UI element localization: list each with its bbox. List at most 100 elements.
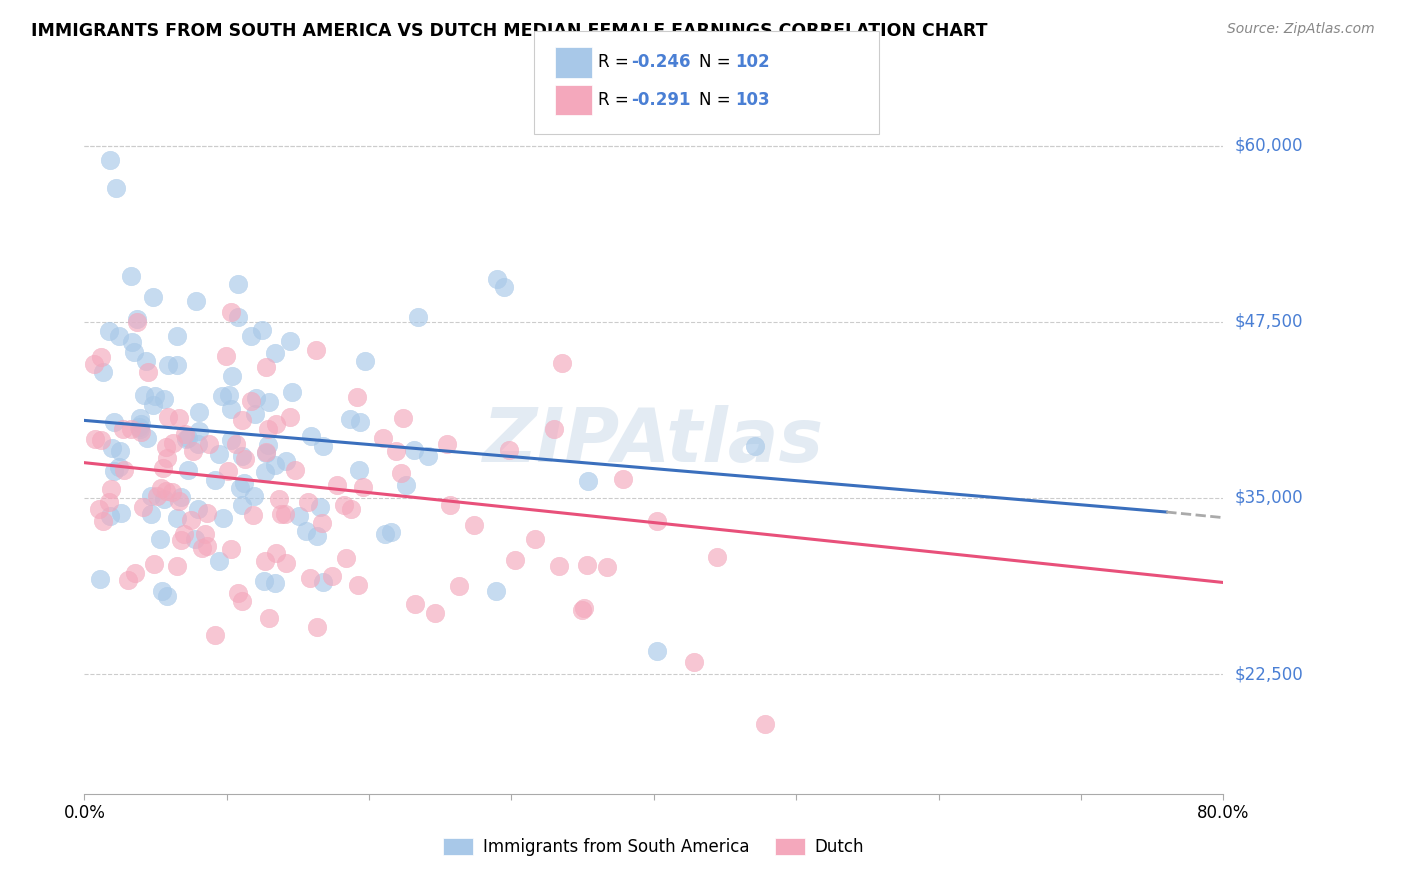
Point: [89, 501, 111, 516]
Point: [152, 392, 174, 406]
Point: [152, 461, 174, 475]
Text: R =: R =: [598, 54, 634, 71]
Point: [219, 305, 242, 319]
Point: [134, 388, 156, 402]
Point: [162, 436, 184, 450]
Point: [543, 422, 565, 436]
Point: [217, 464, 239, 478]
Point: [90, 433, 112, 447]
Point: [402, 443, 425, 458]
Point: [155, 483, 177, 498]
Point: [170, 533, 193, 548]
Point: [250, 323, 273, 337]
Point: [297, 494, 319, 508]
Point: [353, 353, 375, 368]
Point: [574, 600, 596, 615]
Point: [149, 533, 172, 547]
Point: [143, 389, 166, 403]
Point: [184, 533, 207, 547]
Point: [124, 566, 146, 581]
Point: [305, 343, 328, 357]
Point: [346, 390, 368, 404]
Point: [307, 529, 329, 543]
Point: [218, 388, 240, 402]
Point: [221, 433, 243, 447]
Point: [177, 463, 200, 477]
Point: [257, 610, 280, 624]
Point: [340, 501, 363, 516]
Point: [284, 463, 307, 477]
Point: [576, 558, 599, 573]
Legend: Immigrants from South America, Dutch: Immigrants from South America, Dutch: [437, 831, 870, 863]
Point: [548, 559, 571, 574]
Text: $35,000: $35,000: [1234, 489, 1303, 507]
Point: [131, 500, 153, 514]
Point: [257, 395, 280, 409]
Point: [162, 485, 184, 500]
Point: [166, 511, 188, 525]
Text: $60,000: $60,000: [1234, 136, 1303, 154]
Point: [231, 449, 253, 463]
Point: [121, 335, 143, 350]
Point: [395, 477, 418, 491]
Point: [706, 549, 728, 564]
Point: [142, 290, 165, 304]
Point: [274, 453, 297, 467]
Point: [254, 446, 277, 460]
Point: [391, 410, 413, 425]
Text: N =: N =: [699, 91, 735, 109]
Point: [166, 558, 188, 573]
Point: [311, 516, 333, 531]
Point: [169, 490, 191, 504]
Point: [264, 417, 287, 431]
Point: [180, 513, 202, 527]
Point: [645, 514, 668, 528]
Point: [186, 293, 208, 308]
Point: [219, 541, 242, 556]
Point: [194, 527, 217, 541]
Point: [153, 492, 176, 507]
Point: [166, 328, 188, 343]
Point: [389, 467, 412, 481]
Point: [281, 385, 304, 400]
Point: [232, 476, 254, 491]
Point: [101, 441, 124, 455]
Point: [156, 590, 179, 604]
Point: [571, 603, 593, 617]
Point: [278, 410, 301, 425]
Point: [263, 576, 285, 591]
Point: [204, 628, 226, 642]
Point: [339, 411, 361, 425]
Point: [270, 508, 292, 522]
Point: [332, 498, 354, 512]
Point: [498, 443, 520, 458]
Point: [335, 550, 357, 565]
Point: [231, 594, 253, 608]
Point: [166, 359, 188, 373]
Point: [90, 351, 112, 365]
Point: [226, 586, 249, 600]
Point: [374, 526, 396, 541]
Point: [245, 391, 267, 405]
Point: [129, 425, 152, 439]
Point: [254, 465, 277, 479]
Point: [576, 474, 599, 488]
Point: [191, 541, 214, 555]
Point: [371, 432, 394, 446]
Point: [463, 517, 485, 532]
Point: [253, 574, 276, 588]
Point: [128, 422, 150, 436]
Point: [198, 437, 221, 451]
Point: [135, 354, 157, 368]
Point: [120, 422, 142, 436]
Point: [225, 437, 247, 451]
Point: [117, 574, 139, 588]
Point: [287, 508, 309, 523]
Point: [312, 439, 335, 453]
Text: 103: 103: [735, 91, 770, 109]
Point: [150, 584, 173, 599]
Point: [436, 437, 458, 451]
Point: [120, 268, 142, 283]
Point: [439, 498, 461, 512]
Text: R =: R =: [598, 91, 634, 109]
